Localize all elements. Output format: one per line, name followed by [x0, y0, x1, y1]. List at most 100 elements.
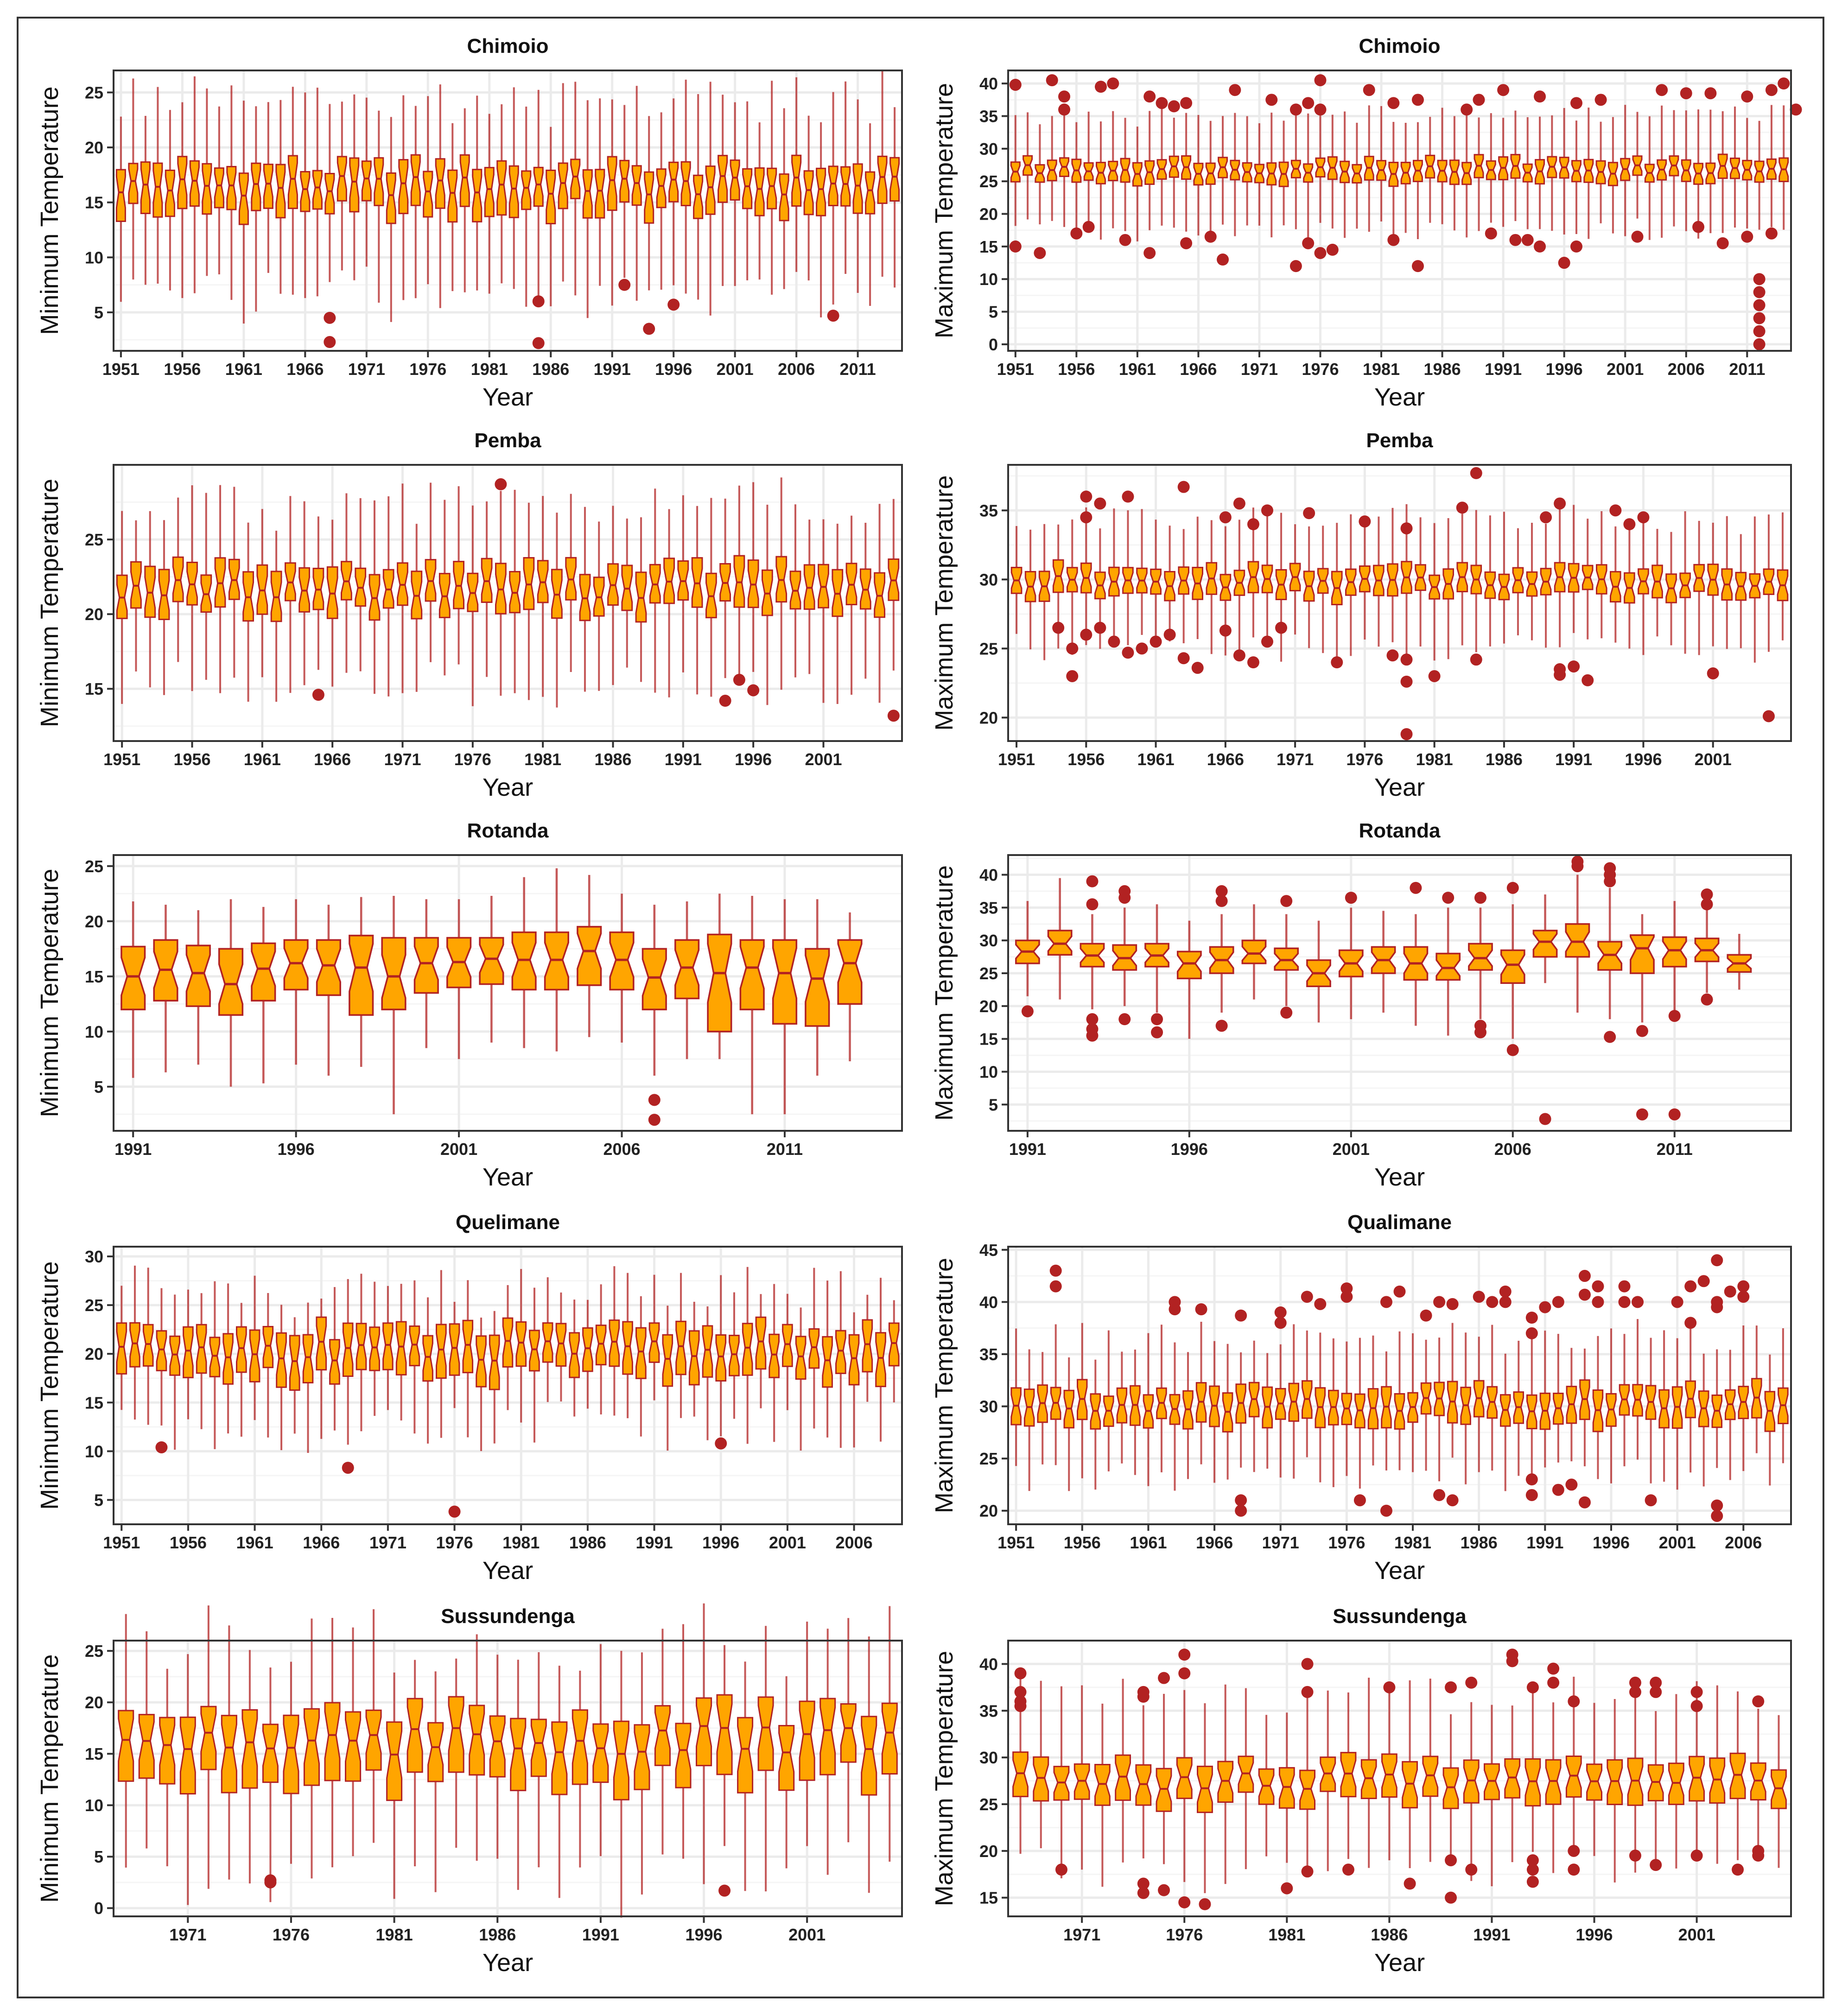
x-tick-label: 1991 [1473, 1925, 1510, 1944]
box-1976 [1341, 1341, 1353, 1476]
box-body [484, 167, 495, 217]
outlier-point [1645, 1494, 1657, 1507]
box-body [803, 170, 814, 216]
outlier-point [1650, 1676, 1662, 1689]
outlier-point [1704, 87, 1717, 100]
box-body [1729, 1752, 1746, 1800]
box-1963 [263, 102, 273, 273]
x-tick-label: 1976 [454, 750, 491, 769]
box-body [283, 939, 309, 991]
box-1955 [165, 110, 175, 291]
outlier-point [1506, 881, 1519, 894]
outlier-point [1086, 1029, 1099, 1042]
x-tick-label: 1956 [170, 1533, 207, 1552]
panel-chimoio-max: 0 5 10 15 20 25 30 35 40 1951 1956 1961 1966 1971 1976… [930, 35, 1802, 411]
outlier-point [1711, 1509, 1723, 1522]
y-axis-label: Minimum Temperature [36, 479, 64, 727]
outlier-point [1151, 1026, 1163, 1039]
box-2002 [742, 101, 753, 280]
box-1956 [186, 485, 198, 691]
panel-border [1007, 1640, 1792, 1917]
outlier-point [1049, 1280, 1062, 1293]
y-tick-label: 25 [85, 83, 103, 102]
box-1972 [1266, 112, 1277, 238]
y-tick-label: 30 [979, 1748, 998, 1767]
box-1983 [565, 494, 577, 672]
box-1975 [1303, 113, 1314, 240]
box-1960 [226, 85, 237, 300]
box-1985 [469, 1634, 485, 1861]
x-tick-label: 1966 [1196, 1533, 1233, 1552]
box-1984 [1340, 1692, 1357, 1859]
box-body [702, 1325, 713, 1378]
outlier-point [1118, 892, 1131, 904]
panel-background [1008, 855, 1791, 1131]
box-body [1094, 1764, 1111, 1806]
box-1953 [1037, 1352, 1048, 1464]
box-1985 [569, 1300, 580, 1417]
outlier-point [324, 336, 336, 349]
outlier-point [1618, 1280, 1631, 1293]
box-body [739, 939, 765, 1010]
box-1996 [1586, 1703, 1602, 1856]
box-1963 [1178, 529, 1189, 643]
box-1971 [397, 483, 408, 693]
box-body [742, 1323, 753, 1376]
box-body [668, 161, 679, 203]
box-1991 [1539, 1331, 1551, 1468]
box-body [1627, 1757, 1644, 1806]
outlier-point [1539, 1113, 1551, 1125]
y-tick-label: 30 [85, 1247, 103, 1266]
box-body [374, 157, 384, 206]
box-body [530, 1718, 547, 1777]
boxplot-figure: 5 10 15 20 25 1951 1956 1961 1966 1971 1976 1981 198… [36, 35, 1802, 1977]
outlier-point [1547, 1676, 1560, 1689]
box-body [515, 1321, 527, 1367]
outlier-point [1086, 1013, 1099, 1026]
box-body [675, 1320, 686, 1376]
box-1995 [1547, 115, 1557, 231]
box-1979 [509, 489, 521, 693]
x-tick-label: 1951 [103, 750, 140, 769]
x-tick-label: 1976 [436, 1533, 473, 1552]
box-1995 [251, 907, 276, 1084]
panel-border [1007, 1246, 1792, 1525]
box-1957 [1090, 1359, 1101, 1490]
box-body [496, 160, 507, 216]
box-1984 [579, 507, 591, 692]
box-body [381, 937, 407, 1010]
box-1976 [1359, 519, 1371, 640]
outlier-point [1137, 1691, 1150, 1703]
box-body [1381, 1753, 1397, 1798]
y-tick-label: 5 [989, 1095, 998, 1114]
box-1954 [1047, 116, 1057, 221]
box-1979 [459, 108, 470, 292]
outlier-point [733, 673, 745, 686]
box-2011 [852, 99, 863, 293]
x-tick-label: 1996 [1575, 1925, 1613, 1944]
box-1981 [1278, 1712, 1295, 1863]
outlier-point [1609, 504, 1622, 517]
box-body [489, 1334, 500, 1390]
box-1997 [1607, 1699, 1623, 1883]
panel-border [113, 70, 903, 352]
box-body [1402, 1761, 1418, 1809]
outlier-point [1199, 1898, 1211, 1910]
box-1986 [1498, 512, 1510, 644]
box-1976 [1315, 113, 1326, 223]
box-body [529, 1330, 540, 1372]
x-tick-label: 1981 [1363, 360, 1400, 379]
box-body [572, 1709, 588, 1785]
y-tick-label: 10 [979, 1063, 998, 1082]
outlier-point [1568, 1695, 1580, 1708]
outlier-point [1741, 90, 1753, 103]
outlier-point [1765, 227, 1778, 240]
boxes [116, 1265, 900, 1453]
outlier-point [1525, 1489, 1538, 1501]
box-2000 [1668, 1694, 1684, 1869]
x-tick-label: 1981 [471, 360, 508, 379]
box-body [819, 1698, 836, 1775]
outlier-point [1631, 230, 1644, 243]
outlier-point [1578, 1288, 1591, 1301]
box-2009 [1597, 888, 1623, 1020]
